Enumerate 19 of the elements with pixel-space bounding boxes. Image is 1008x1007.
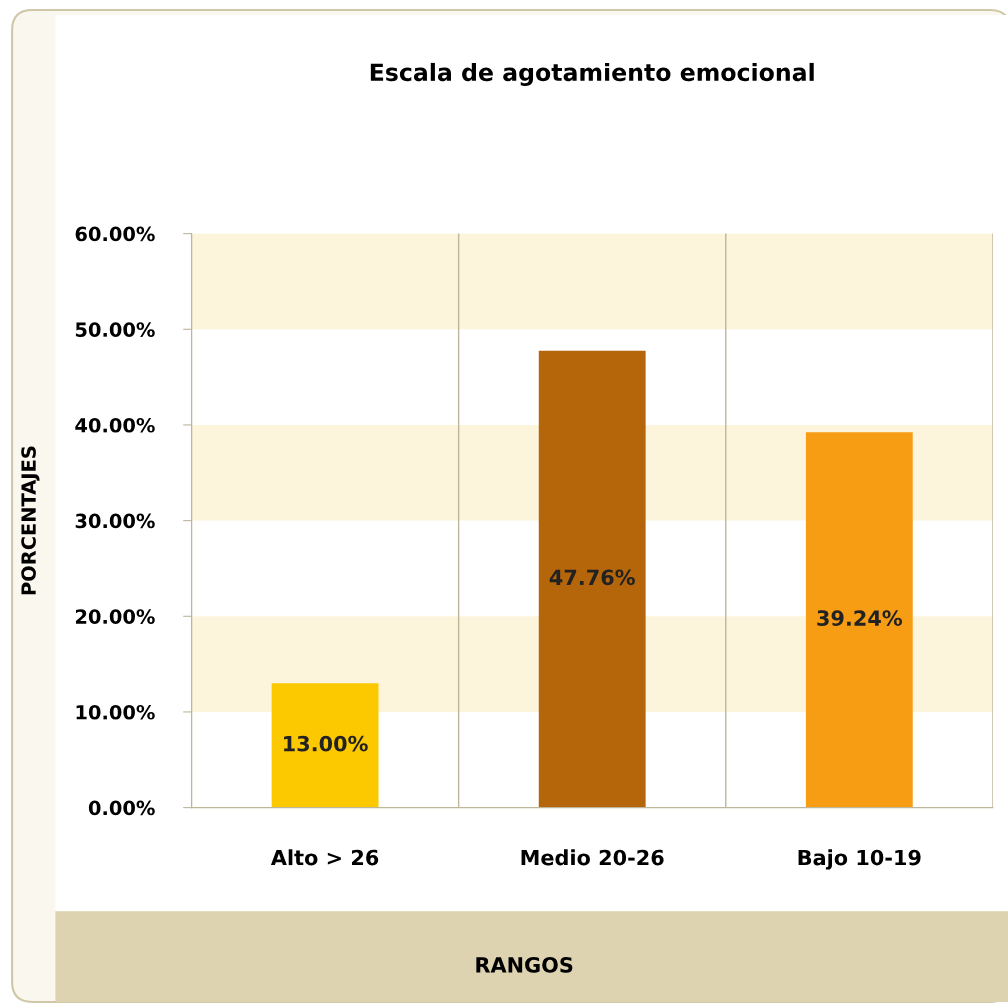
data-label: 39.24% [817,610,903,626]
x-tick-label: Bajo 10-19 [798,849,921,870]
y-tick-label: 30.00% [75,513,155,529]
x-tick-label: Alto > 26 [270,849,379,866]
chart-title: Escala de agotamiento emocional [370,62,814,86]
x-tick-label: Medio 20-26 [521,849,664,866]
x-axis-title: RANGOS [476,957,573,973]
y-axis-title: PORCENTAJES [21,446,40,595]
y-tick-label: 20.00% [75,609,155,624]
data-label: 13.00% [284,735,368,752]
y-tick-label: 40.00% [75,417,155,433]
bar [271,683,379,808]
y-tick-label: 10.00% [76,704,155,720]
bar [805,432,913,808]
y-tick-label: 50.00% [75,322,155,337]
data-label: 47.76% [549,569,635,586]
y-tick-label: 60.00% [75,226,155,242]
bar [538,350,646,808]
y-tick-label: 0.00% [88,800,155,816]
